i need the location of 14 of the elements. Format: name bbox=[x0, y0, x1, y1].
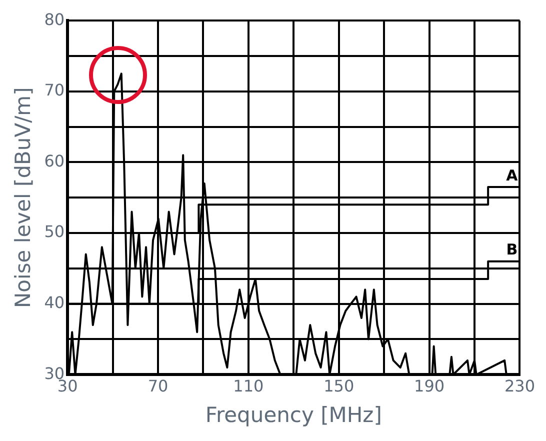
x-axis-title: Frequency [MHz] bbox=[205, 402, 382, 427]
x-tick-label: 150 bbox=[324, 376, 354, 396]
y-tick-label: 50 bbox=[44, 222, 65, 242]
y-tick-label: 80 bbox=[44, 10, 65, 29]
y-axis-title: Noise level [dBuV/m] bbox=[11, 87, 36, 308]
x-tick-label: 70 bbox=[148, 376, 168, 396]
series-label: B bbox=[506, 240, 518, 259]
x-tick-label: 190 bbox=[414, 376, 445, 396]
y-tick-label: 40 bbox=[44, 292, 65, 312]
series-label: A bbox=[506, 166, 518, 184]
x-tick-label: 230 bbox=[504, 376, 536, 396]
x-tick-label: 110 bbox=[233, 376, 264, 396]
y-tick-label: 70 bbox=[44, 80, 65, 100]
y-tick-label: 60 bbox=[44, 151, 65, 170]
